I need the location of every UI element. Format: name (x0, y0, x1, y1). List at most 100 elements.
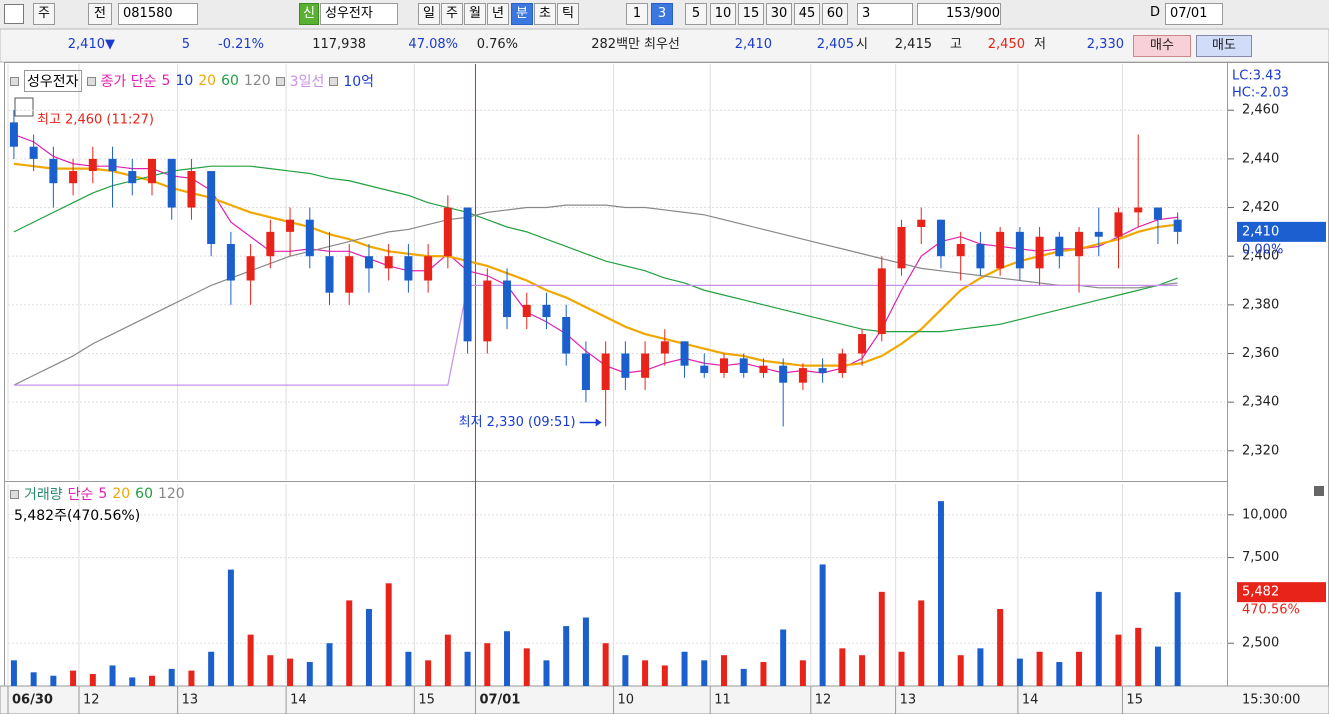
volume-bar (543, 660, 550, 686)
y-tick-label: 2,400 (1242, 249, 1279, 264)
x-tick-label: 13 (900, 693, 917, 708)
y-tick-label: 2,440 (1242, 151, 1279, 166)
toolbar-item[interactable]: 분 (511, 3, 533, 25)
candle-body (976, 244, 985, 269)
volume-bar (227, 569, 234, 686)
x-tick-label: 07/01 (479, 693, 520, 708)
y-tick-label: 2,500 (1242, 636, 1279, 651)
candle-body (700, 365, 709, 373)
toolbar-item[interactable]: 07/01 (1165, 3, 1223, 25)
candle-body (207, 171, 216, 245)
toolbar-item[interactable]: 주 (33, 3, 55, 25)
volume-bar (70, 670, 77, 686)
volume-bar (346, 600, 353, 686)
candle-body (9, 122, 18, 147)
candle-body (384, 256, 393, 269)
toolbar-item[interactable]: 15 (738, 3, 764, 25)
volume-bar (720, 655, 727, 686)
toolbar-item[interactable]: 60 (822, 3, 848, 25)
ma-line (13, 204, 1178, 386)
toolbar-item[interactable]: 45 (794, 3, 820, 25)
candle-body (996, 231, 1005, 269)
toolbar-item[interactable]: 10 (710, 3, 736, 25)
candle-body (660, 341, 669, 354)
toolbar-item[interactable]: 153/900 (917, 3, 1001, 25)
volume-bar (1135, 627, 1142, 686)
price-marker-change: 0.00% (1242, 242, 1283, 257)
y-tick-label: 7,500 (1242, 550, 1279, 565)
menu-icon[interactable] (4, 4, 24, 24)
legend-box (86, 76, 96, 86)
info-field: 고 (950, 37, 962, 52)
toolbar-item[interactable]: 30 (766, 3, 792, 25)
volume-bar (799, 660, 806, 686)
order-button[interactable]: 매도 (1196, 35, 1252, 57)
y-tick-label: 2,360 (1242, 346, 1279, 361)
info-field: 2,405 (816, 37, 854, 52)
volume-bar (622, 655, 629, 686)
info-field: 0.76% (476, 37, 518, 52)
info-field: 2,415 (894, 37, 932, 52)
y-tick-label: 2,380 (1242, 297, 1279, 312)
candle-body (364, 256, 373, 269)
candle-body (542, 304, 551, 318)
volume-marker-change: 470.56% (1242, 603, 1300, 618)
candle-body (443, 207, 452, 257)
info-field: 117,938 (312, 37, 366, 52)
legend-item: 성우전자 (24, 70, 82, 92)
toolbar-item[interactable]: 년 (487, 3, 509, 25)
toolbar-item[interactable]: 신 (299, 3, 319, 25)
volume-bar (129, 677, 136, 686)
candle-body (522, 304, 531, 318)
volume-bar (287, 658, 294, 686)
candle-body (187, 171, 196, 208)
y-tick-label: 2,340 (1242, 395, 1279, 410)
toolbar-item[interactable]: 5 (685, 3, 707, 25)
candle-body (305, 219, 314, 257)
volume-bar (208, 651, 215, 686)
candle-body (1015, 231, 1024, 269)
toolbar-item[interactable]: 1 (626, 3, 648, 25)
close-icon[interactable] (1314, 486, 1324, 496)
toolbar-item[interactable]: 틱 (557, 3, 579, 25)
legend-item: 단순 (67, 487, 94, 503)
toolbar-item[interactable]: 전 (88, 3, 112, 25)
toolbar-item[interactable]: D (1150, 5, 1161, 20)
volume-bar (188, 670, 195, 686)
candle-body (463, 207, 472, 342)
y-tick-label: 10,000 (1242, 507, 1288, 522)
candle-body (838, 353, 847, 373)
volume-bar (1036, 651, 1043, 686)
toolbar-item[interactable]: 081580 (118, 3, 198, 25)
candle-body (858, 334, 867, 354)
toolbar-item[interactable]: 일 (418, 3, 440, 25)
toolbar-item[interactable]: 성우전자 (320, 3, 398, 25)
x-tick-label: 12 (83, 693, 100, 708)
candle-body (621, 353, 630, 378)
toolbar-item[interactable]: 월 (464, 3, 486, 25)
annotation: 최고 2,460 (11:27) (37, 113, 154, 128)
candle-body (167, 158, 176, 208)
indicator: LC:3.43 (1232, 69, 1282, 84)
candle-body (1173, 219, 1182, 232)
toolbar-item[interactable]: 3 (651, 3, 673, 25)
info-field: 2,410 (734, 37, 772, 52)
legend-box (10, 489, 19, 499)
volume-bar (247, 634, 254, 686)
toolbar-item[interactable]: 주 (441, 3, 463, 25)
volume-bar (1076, 651, 1083, 686)
price-marker-label: 2,410 (1242, 224, 1279, 239)
order-button[interactable]: 매수 (1133, 35, 1191, 57)
volume-marker-label: 5,482 (1242, 585, 1279, 600)
icon[interactable] (14, 97, 34, 117)
info-bar-bg (0, 28, 1329, 63)
volume-bar (701, 660, 708, 686)
volume-bar (30, 672, 37, 686)
x-axis-bg (0, 685, 1329, 714)
toolbar-item[interactable]: 초 (534, 3, 556, 25)
toolbar-item[interactable]: 3 (857, 3, 913, 25)
x-tick-label: 15 (1126, 693, 1143, 708)
volume-bar (1115, 634, 1122, 686)
